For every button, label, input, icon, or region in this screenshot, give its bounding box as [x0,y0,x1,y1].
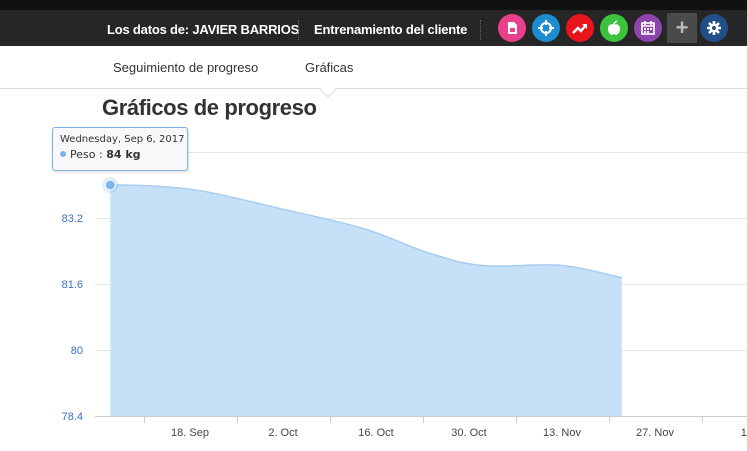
top-bar: Los datos de: JAVIER BARRIOS Entrenamien… [0,0,747,46]
x-tick-label: 11. [741,427,747,439]
x-axis: 18. Sep 2. Oct 16. Oct 30. Oct 13. Nov 27. No… [95,416,747,439]
x-tick-label: 13. Nov [543,427,581,439]
sub-navigation: Seguimiento de progreso Gráficas [0,46,747,89]
y-tick-label: 83.2 [62,213,83,225]
area-fill [110,185,622,416]
progress-button[interactable] [566,14,594,42]
plus-icon: + [675,15,689,40]
tooltip-value: 84 kg [106,148,141,161]
y-tick-label: 78.4 [62,411,83,423]
y-tick-label: 80 [71,345,83,357]
page-title: Gráficos de progreso [102,95,317,120]
x-tick-label: 2. Oct [268,427,297,439]
add-button[interactable]: + [667,13,697,43]
document-button[interactable] [498,14,526,42]
section-title: Entrenamiento del cliente [314,22,468,37]
series-dot-icon [60,151,66,157]
x-tick-label: 16. Oct [358,427,393,439]
divider [298,20,299,40]
apple-icon [608,20,620,35]
chart-area [102,177,622,416]
data-tooltip: Wednesday, Sep 6, 2017 Peso : 84 kg [52,127,188,171]
y-tick-label: 81.6 [62,279,83,291]
tooltip-separator: : [98,148,103,161]
data-point [104,179,116,191]
tab-charts[interactable]: Gráficas [305,60,354,75]
x-tick-label: 27. Nov [636,427,674,439]
y-axis: 78.4 80 81.6 83.2 [62,213,83,423]
tooltip-date: Wednesday, Sep 6, 2017 [60,134,185,145]
target-button[interactable] [532,14,560,42]
nutrition-button[interactable] [600,14,628,42]
client-name-label: Los datos de: JAVIER BARRIOS [107,22,300,37]
tooltip-series-label: Peso [70,148,96,161]
divider [480,20,481,40]
calendar-icon [641,21,655,35]
x-tick-label: 18. Sep [171,427,209,439]
settings-button[interactable] [700,14,728,42]
tab-progress-tracking[interactable]: Seguimiento de progreso [113,60,259,75]
gear-icon [707,21,721,35]
calendar-button[interactable] [634,14,662,42]
target-icon [538,20,554,36]
document-icon [508,22,517,34]
weight-chart: 78.4 80 81.6 83.2 18. Sep 2. Oct 16. Oct 30. O… [62,152,747,439]
trend-up-icon [572,24,587,34]
tooltip-row: Peso : 84 kg [60,148,180,161]
series-line [110,184,622,279]
x-tick-label: 30. Oct [451,427,486,439]
